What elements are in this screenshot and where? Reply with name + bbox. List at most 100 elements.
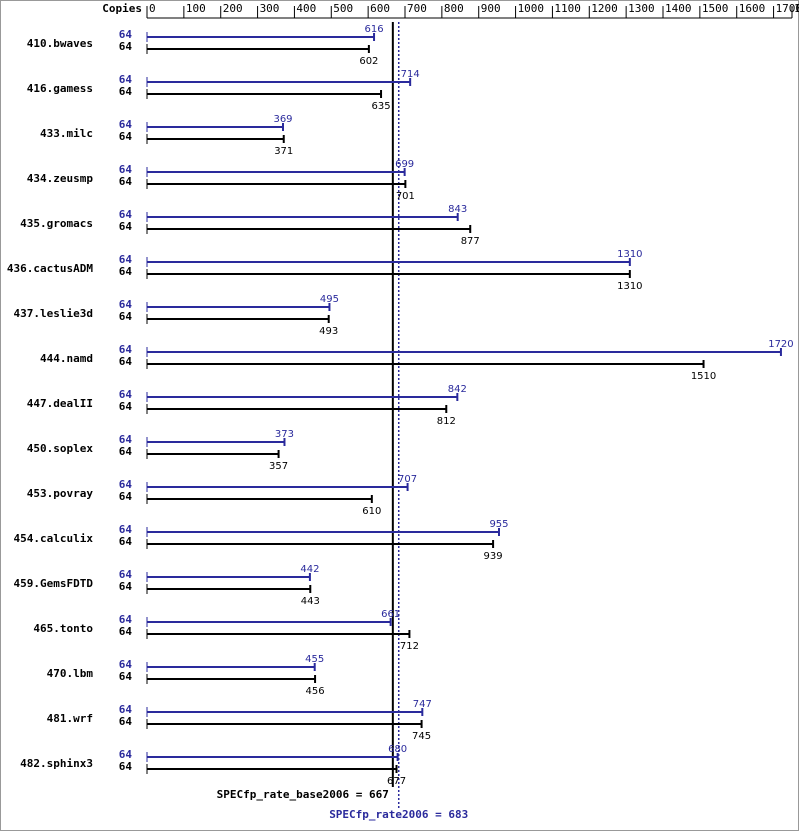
value-label: 443 [301,596,320,607]
copies-label: 64 [119,400,133,413]
copies-label: 64 [119,535,133,548]
copies-label: 64 [119,343,133,356]
value-label: 1510 [691,371,716,382]
value-label: 455 [305,654,324,665]
value-label: 707 [398,474,417,485]
benchmark-label: 410.bwaves [27,37,93,50]
copies-label: 64 [119,265,133,278]
x-tick-label: 1700 [776,2,799,15]
value-label: 747 [413,699,432,710]
benchmark-label: 436.cactusADM [7,262,93,275]
value-label: 877 [461,236,480,247]
value-label: 955 [489,519,508,530]
benchmark-label: 435.gromacs [20,217,93,230]
copies-label: 64 [119,130,133,143]
value-label: 677 [387,776,406,787]
copies-label: 64 [119,208,133,221]
x-tick-label: 900 [481,2,501,15]
value-label: 843 [448,204,467,215]
copies-label: 64 [119,28,133,41]
x-tick-label: 500 [333,2,353,15]
value-label: 610 [362,506,381,517]
benchmark-label: 416.gamess [27,82,93,95]
copies-label: 64 [119,310,133,323]
value-label: 745 [412,731,431,742]
copies-label: 64 [119,580,133,593]
value-label: 616 [364,24,383,35]
copies-label: 64 [119,40,133,53]
copies-label: 64 [119,85,133,98]
x-tick-label: 1000 [518,2,545,15]
benchmark-label: 453.povray [27,487,94,500]
value-label: 1310 [617,249,642,260]
value-label: 712 [400,641,419,652]
copies-label: 64 [119,715,133,728]
benchmark-label: 444.namd [40,352,93,365]
x-tick-label: 800 [444,2,464,15]
reference-label: SPECfp_rate2006 = 683 [329,808,468,821]
copies-label: 64 [119,445,133,458]
benchmark-label: 454.calculix [14,532,94,545]
value-label: 373 [275,429,294,440]
copies-label: 64 [119,163,133,176]
copies-label: 64 [119,568,133,581]
x-tick-label: 1400 [665,2,692,15]
copies-label: 64 [119,523,133,536]
value-label: 1720 [768,339,793,350]
copies-label: 64 [119,118,133,131]
value-label: 714 [401,69,420,80]
x-tick-label: 1600 [739,2,766,15]
copies-label: 64 [119,253,133,266]
value-label: 495 [320,294,339,305]
copies-label: 64 [119,388,133,401]
benchmark-label: 470.lbm [47,667,94,680]
benchmark-label: 481.wrf [47,712,93,725]
value-label: 456 [306,686,325,697]
copies-label: 64 [119,703,133,716]
x-tick-label: 600 [370,2,390,15]
value-label: 680 [388,744,407,755]
x-tick-label: 100 [186,2,206,15]
copies-label: 64 [119,670,133,683]
value-label: 357 [269,461,288,472]
value-label: 371 [274,146,293,157]
value-label: 369 [273,114,292,125]
x-tick-label: 200 [223,2,243,15]
x-tick-label: 400 [296,2,316,15]
reference-label: SPECfp_rate_base2006 = 667 [217,788,389,801]
x-tick-label: 1200 [591,2,618,15]
copies-label: 64 [119,73,133,86]
value-label: 661 [381,609,400,620]
copies-label: 64 [119,298,133,311]
value-label: 602 [359,56,378,67]
value-label: 701 [396,191,415,202]
benchmark-label: 482.sphinx3 [20,757,93,770]
copies-label: 64 [119,355,133,368]
x-tick-label: 1750 [794,2,799,15]
x-tick-label: 1100 [554,2,581,15]
value-label: 1310 [617,281,642,292]
copies-label: 64 [119,658,133,671]
benchmark-label: 459.GemsFDTD [14,577,94,590]
benchmark-label: 437.leslie3d [14,307,93,320]
benchmark-label: 450.soplex [27,442,94,455]
x-tick-label: 1500 [702,2,729,15]
value-label: 842 [448,384,467,395]
value-label: 635 [371,101,390,112]
copies-label: 64 [119,760,133,773]
x-tick-label: 700 [407,2,427,15]
value-label: 939 [484,551,503,562]
x-tick-label: 300 [260,2,280,15]
value-label: 699 [395,159,414,170]
copies-label: 64 [119,613,133,626]
benchmark-label: 433.milc [40,127,93,140]
value-label: 812 [437,416,456,427]
copies-header: Copies [102,2,142,15]
benchmark-label: 434.zeusmp [27,172,94,185]
copies-label: 64 [119,625,133,638]
copies-label: 64 [119,748,133,761]
x-tick-label: 1300 [628,2,655,15]
value-label: 442 [300,564,319,575]
